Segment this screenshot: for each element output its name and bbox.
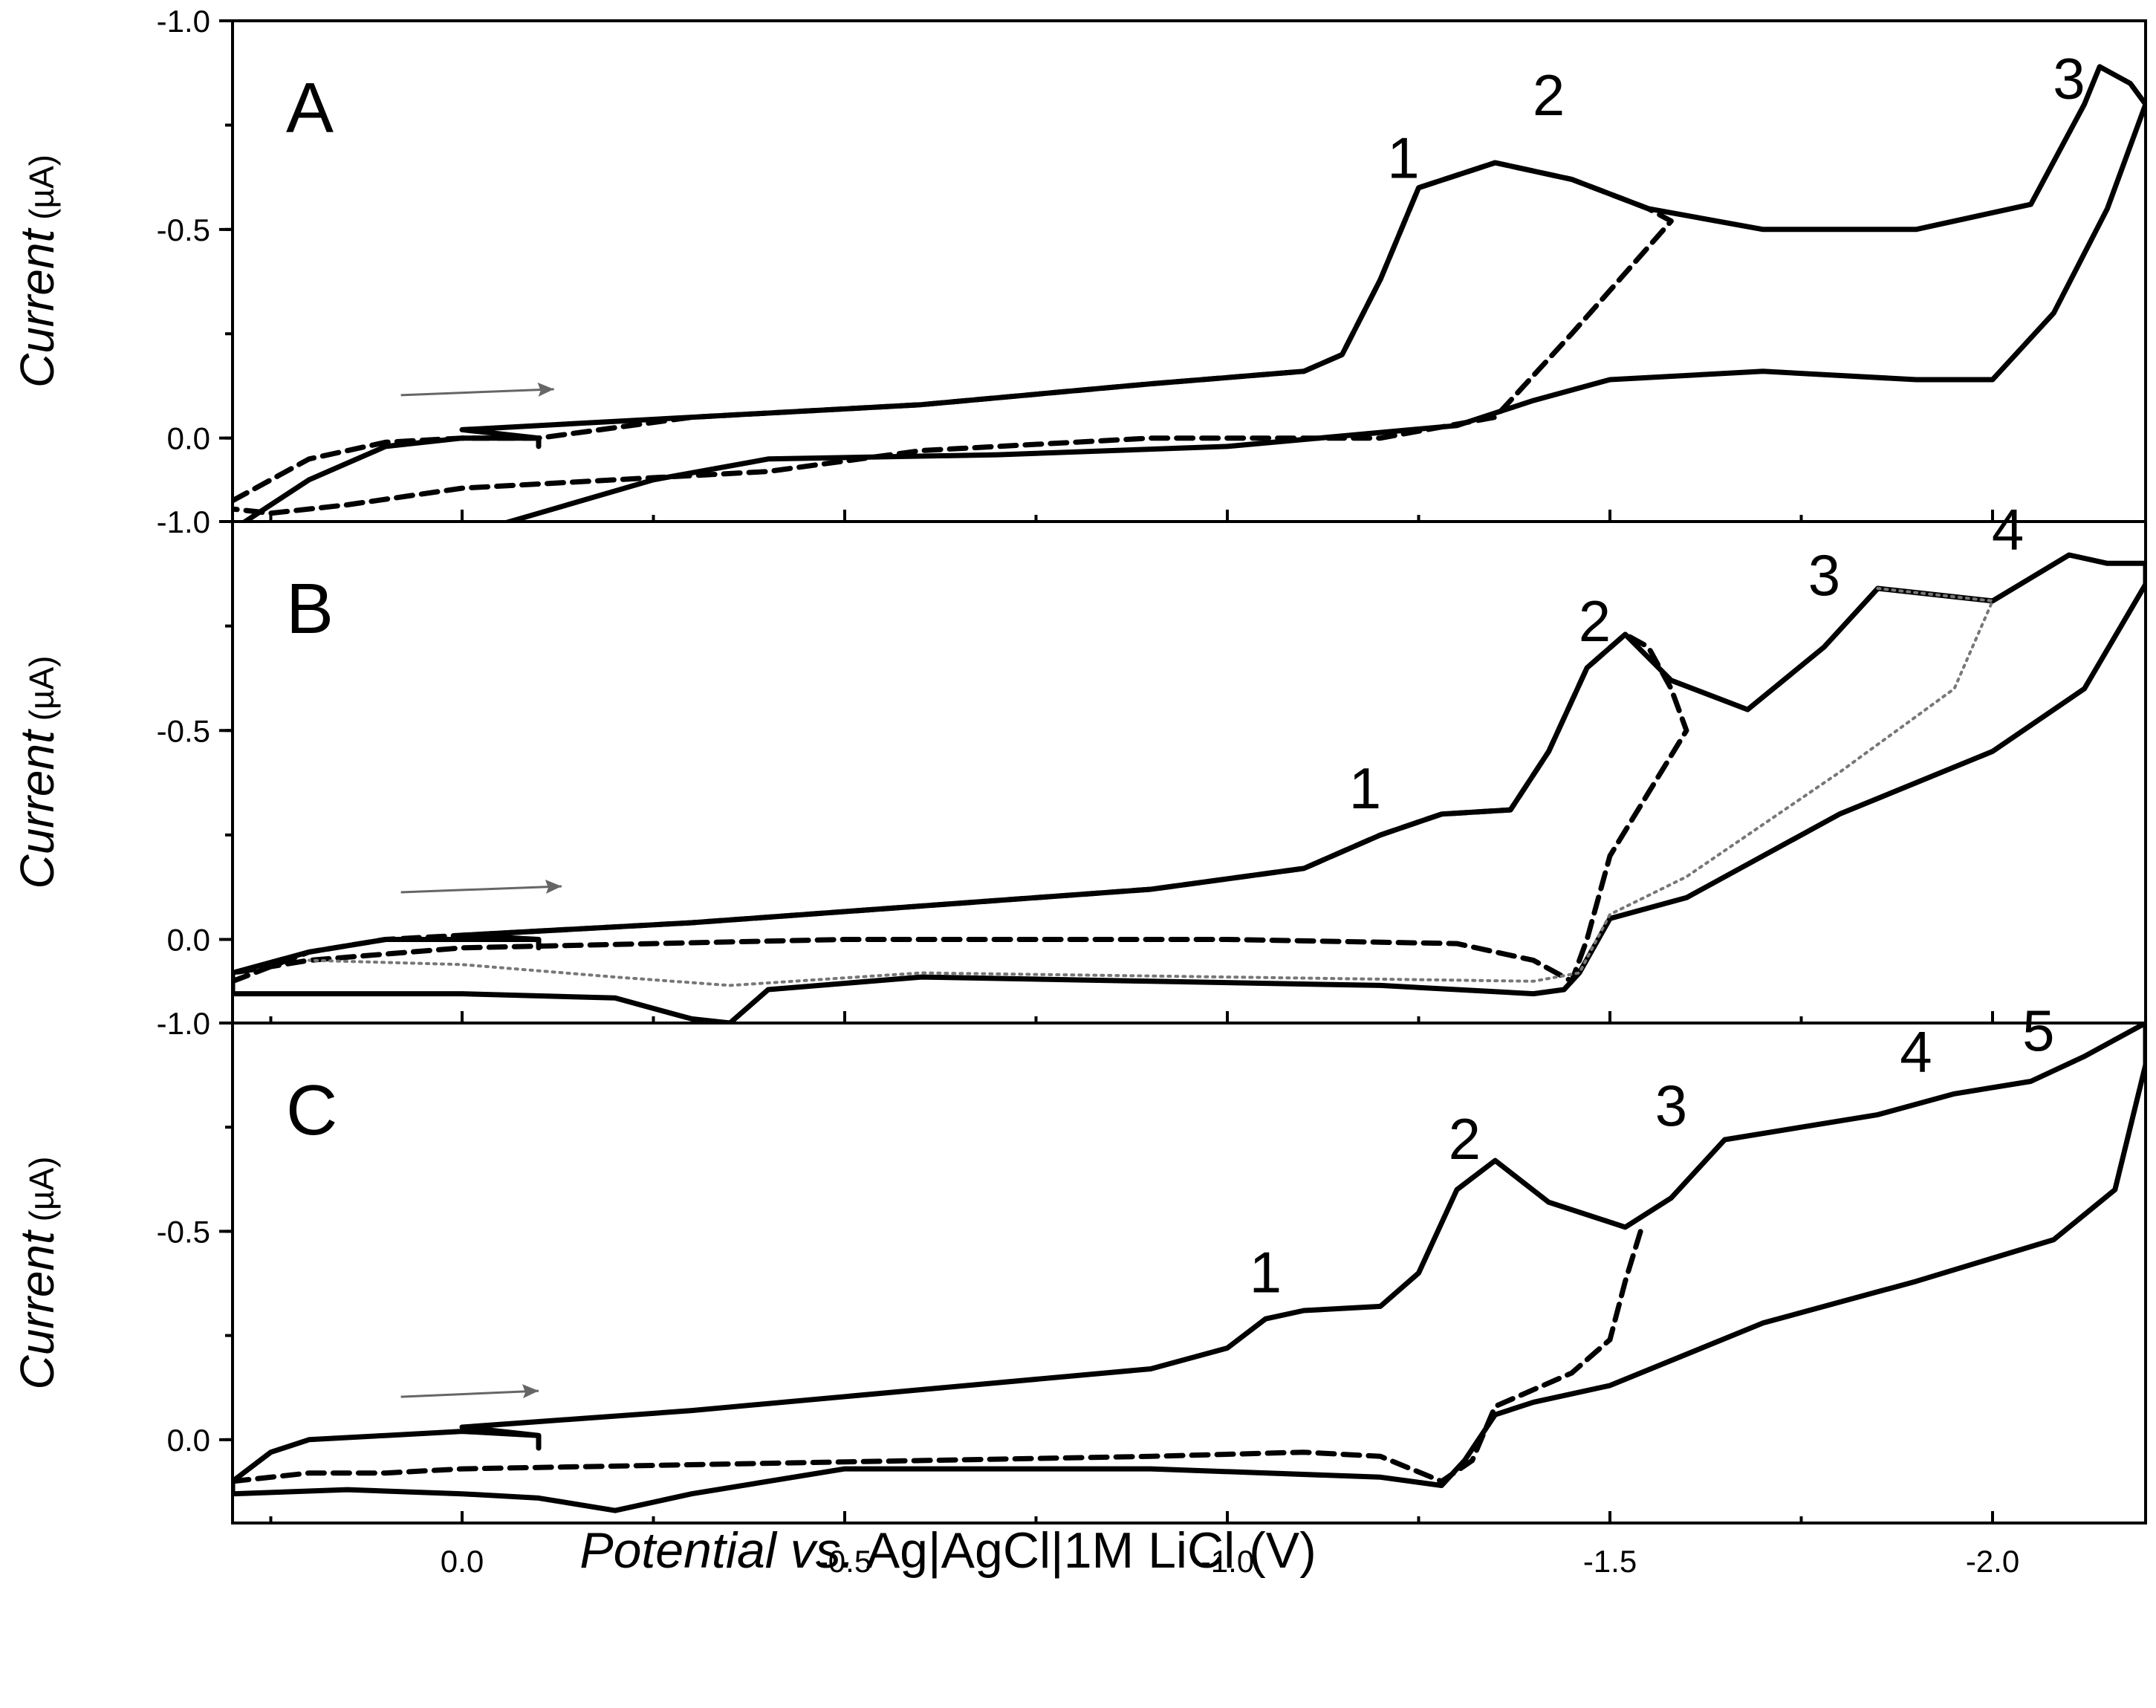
scan-direction-arrow [400, 885, 562, 894]
series-dashed-curve [233, 1228, 1643, 1484]
panels: -1.0 -0.5 0.0 Current (µA) A 1 2 3 -1.0 -0.5 0.0 Cu… [10, 4, 2147, 1579]
peak-label-2: 2 [1533, 62, 1565, 128]
panel-letter: B [286, 569, 334, 649]
panel-letter: C [286, 1071, 337, 1150]
peak-label-2: 2 [1449, 1106, 1481, 1172]
series-solid-curve [233, 1023, 2146, 1513]
y-tick-label: -1.0 [157, 504, 210, 539]
peak-label-4: 4 [1992, 496, 2024, 562]
peak-label-3: 3 [1655, 1073, 1687, 1138]
y-axis-label-current: Current [10, 1230, 64, 1390]
peak-label-5: 5 [2022, 998, 2054, 1063]
y-axis-label-unit: (µA) [22, 655, 61, 730]
scan-direction-arrowhead [545, 880, 562, 894]
y-axis-label: Current (µA) [10, 1156, 64, 1389]
peak-label-4: 4 [1900, 1019, 1932, 1084]
series-dotted-curve [308, 587, 1994, 987]
y-tick-label: 0.0 [167, 421, 210, 456]
y-tick-label: -0.5 [157, 1214, 210, 1249]
y-axis-label-current: Current [10, 227, 64, 388]
panel-letter: A [286, 68, 334, 148]
x-tick-label: -1.5 [1583, 1544, 1637, 1579]
y-axis-label: Current (µA) [10, 655, 64, 889]
panel-b: -1.0 -0.5 0.0 Current (µA) B 1 2 3 4 [10, 496, 2147, 1025]
y-tick-label: -1.0 [157, 4, 210, 39]
y-axis-label-unit: (µA) [22, 155, 61, 230]
y-tick-label: -1.0 [157, 1006, 210, 1041]
x-tick-label: 0.0 [441, 1544, 484, 1579]
panel-c: -1.0 -0.5 0.0 Current (µA) C 1 2 3 4 5 [10, 998, 2147, 1524]
y-axis-label-unit: (µA) [22, 1156, 61, 1231]
y-tick-label: 0.0 [167, 923, 210, 958]
peak-label-3: 3 [2053, 46, 2085, 111]
panel-a: -1.0 -0.5 0.0 Current (µA) A 1 2 3 [10, 4, 2147, 523]
peak-label-2: 2 [1579, 588, 1611, 654]
peak-label-3: 3 [1808, 542, 1840, 608]
x-tick-label: -2.0 [1966, 1544, 2019, 1579]
y-axis-label: Current (µA) [10, 155, 64, 388]
y-tick-label: -0.5 [157, 212, 210, 247]
series-solid-curve [240, 64, 2146, 522]
x-axis-label-reference: Ag|AgCl|1M LiCl (V) [866, 1522, 1316, 1579]
x-tick-label: -0.5 [818, 1544, 871, 1579]
x-tick-label: -1.0 [1201, 1544, 1254, 1579]
y-tick-label: -0.5 [157, 713, 210, 748]
y-axis-label-current: Current [10, 729, 64, 889]
peak-label-1: 1 [1250, 1240, 1282, 1305]
scan-direction-arrow [400, 388, 554, 397]
y-tick-label: 0.0 [167, 1423, 210, 1458]
x-axis-label: Potential vs. Ag|AgCl|1M LiCl (V) [579, 1522, 1316, 1579]
x-axis-label-potential: Potential [579, 1522, 778, 1579]
scan-direction-arrowhead [537, 382, 554, 397]
peak-label-1: 1 [1349, 756, 1381, 821]
series-solid-curve [233, 552, 2146, 1023]
peak-label-1: 1 [1387, 125, 1419, 190]
panel-frame [231, 1022, 2147, 1524]
x-axis-label-vs: vs. [790, 1522, 855, 1579]
series-dashed-curve [233, 160, 1674, 516]
scan-direction-arrowhead [522, 1384, 539, 1399]
series-dashed-curve [233, 631, 1689, 984]
scan-direction-arrow [400, 1389, 539, 1398]
